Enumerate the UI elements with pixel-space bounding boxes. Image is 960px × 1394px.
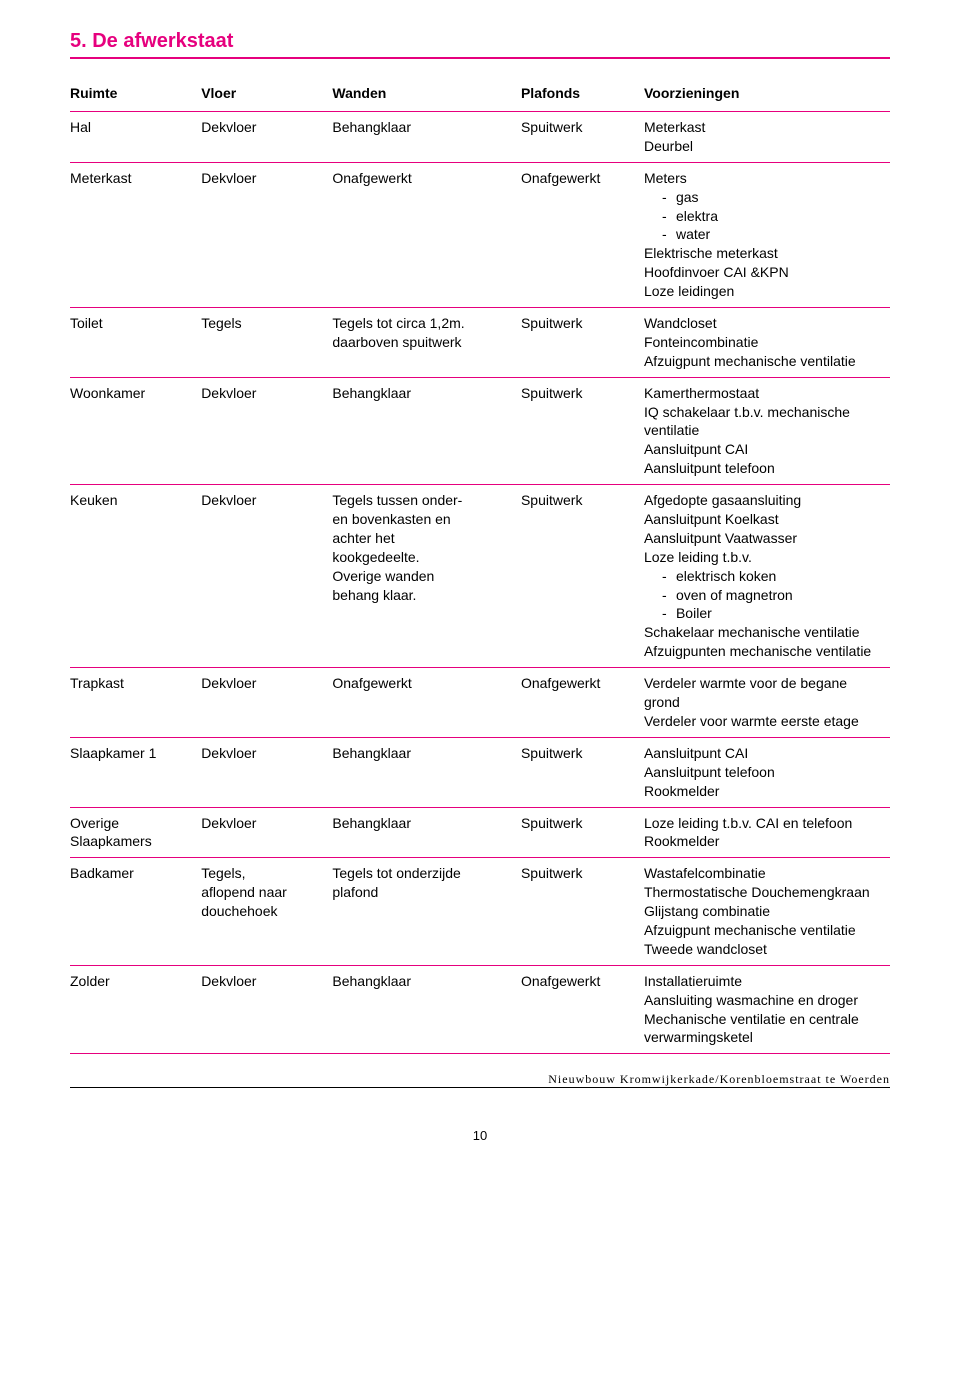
table-row: HalDekvloerBehangklaarSpuitwerkMeterkast… [70, 112, 890, 163]
cell-voorzieningen: InstallatieruimteAansluiting wasmachine … [644, 965, 890, 1054]
cell-ruimte: Keuken [70, 485, 201, 668]
cell-vloer: Dekvloer [201, 112, 332, 163]
cell-voorzieningen: WastafelcombinatieThermostatische Douche… [644, 858, 890, 965]
table-row: WoonkamerDekvloerBehangklaarSpuitwerkKam… [70, 377, 890, 484]
table-header-row: Ruimte Vloer Wanden Plafonds Voorziening… [70, 77, 890, 112]
table-row: TrapkastDekvloerOnafgewerktOnafgewerktVe… [70, 668, 890, 738]
cell-wanden: Behangklaar [332, 737, 521, 807]
cell-voorzieningen: WandclosetFonteincombinatieAfzuigpunt me… [644, 308, 890, 378]
cell-vloer: Dekvloer [201, 737, 332, 807]
footer-rule [70, 1087, 890, 1088]
cell-voorzieningen: Loze leiding t.b.v. CAI en telefoonRookm… [644, 807, 890, 858]
page-number: 10 [70, 1128, 890, 1143]
cell-plafonds: Spuitwerk [521, 112, 644, 163]
col-header-ruimte: Ruimte [70, 77, 201, 112]
cell-plafonds: Onafgewerkt [521, 162, 644, 307]
cell-vloer: Dekvloer [201, 377, 332, 484]
cell-ruimte: Overige Slaapkamers [70, 807, 201, 858]
cell-plafonds: Spuitwerk [521, 737, 644, 807]
table-row: Overige SlaapkamersDekvloerBehangklaarSp… [70, 807, 890, 858]
cell-vloer: Dekvloer [201, 807, 332, 858]
cell-wanden: Behangklaar [332, 377, 521, 484]
table-row: ToiletTegelsTegels tot circa 1,2m. daarb… [70, 308, 890, 378]
cell-plafonds: Onafgewerkt [521, 668, 644, 738]
table-row: KeukenDekvloerTegels tussen onder- en bo… [70, 485, 890, 668]
cell-plafonds: Onafgewerkt [521, 965, 644, 1054]
cell-voorzieningen: Verdeler warmte voor de begane grondVerd… [644, 668, 890, 738]
table-row: ZolderDekvloerBehangklaarOnafgewerktInst… [70, 965, 890, 1054]
cell-vloer: Dekvloer [201, 668, 332, 738]
cell-plafonds: Spuitwerk [521, 858, 644, 965]
cell-voorzieningen: KamerthermostaatIQ schakelaar t.b.v. mec… [644, 377, 890, 484]
cell-ruimte: Meterkast [70, 162, 201, 307]
cell-voorzieningen: Aansluitpunt CAIAansluitpunt telefoonRoo… [644, 737, 890, 807]
cell-vloer: Tegels, aflopend naar douchehoek [201, 858, 332, 965]
table-body: HalDekvloerBehangklaarSpuitwerkMeterkast… [70, 112, 890, 1054]
cell-vloer: Tegels [201, 308, 332, 378]
cell-wanden: Behangklaar [332, 112, 521, 163]
heading-underline [70, 57, 890, 59]
cell-wanden: Behangklaar [332, 807, 521, 858]
cell-wanden: Onafgewerkt [332, 162, 521, 307]
cell-ruimte: Woonkamer [70, 377, 201, 484]
cell-plafonds: Spuitwerk [521, 308, 644, 378]
col-header-plafonds: Plafonds [521, 77, 644, 112]
cell-ruimte: Slaapkamer 1 [70, 737, 201, 807]
footer-text: Nieuwbouw Kromwijkerkade/Korenbloemstraa… [70, 1072, 890, 1087]
table-row: BadkamerTegels, aflopend naar douchehoek… [70, 858, 890, 965]
col-header-voorzieningen: Voorzieningen [644, 77, 890, 112]
cell-wanden: Tegels tot circa 1,2m. daarboven spuitwe… [332, 308, 521, 378]
cell-wanden: Tegels tot onderzijde plafond [332, 858, 521, 965]
cell-ruimte: Hal [70, 112, 201, 163]
afwerkstaat-table: Ruimte Vloer Wanden Plafonds Voorziening… [70, 77, 890, 1054]
section-heading: 5. De afwerkstaat [70, 30, 890, 53]
col-header-wanden: Wanden [332, 77, 521, 112]
cell-wanden: Tegels tussen onder- en bovenkasten en a… [332, 485, 521, 668]
cell-vloer: Dekvloer [201, 965, 332, 1054]
cell-ruimte: Trapkast [70, 668, 201, 738]
cell-ruimte: Zolder [70, 965, 201, 1054]
cell-vloer: Dekvloer [201, 485, 332, 668]
cell-voorzieningen: Meters-gas-elektra-waterElektrische mete… [644, 162, 890, 307]
table-row: MeterkastDekvloerOnafgewerktOnafgewerktM… [70, 162, 890, 307]
cell-vloer: Dekvloer [201, 162, 332, 307]
page-footer: Nieuwbouw Kromwijkerkade/Korenbloemstraa… [70, 1072, 890, 1088]
cell-wanden: Behangklaar [332, 965, 521, 1054]
cell-ruimte: Badkamer [70, 858, 201, 965]
cell-voorzieningen: Afgedopte gasaansluitingAansluitpunt Koe… [644, 485, 890, 668]
cell-plafonds: Spuitwerk [521, 485, 644, 668]
cell-ruimte: Toilet [70, 308, 201, 378]
cell-voorzieningen: MeterkastDeurbel [644, 112, 890, 163]
cell-wanden: Onafgewerkt [332, 668, 521, 738]
cell-plafonds: Spuitwerk [521, 807, 644, 858]
table-row: Slaapkamer 1DekvloerBehangklaarSpuitwerk… [70, 737, 890, 807]
col-header-vloer: Vloer [201, 77, 332, 112]
cell-plafonds: Spuitwerk [521, 377, 644, 484]
